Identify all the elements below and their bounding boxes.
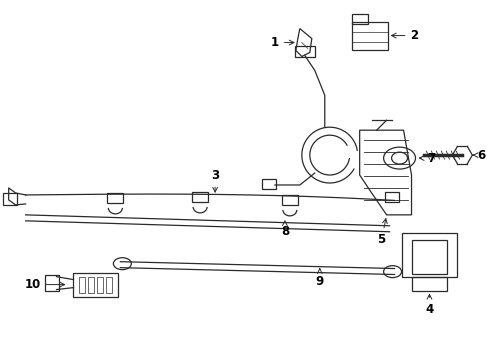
Text: 2: 2 (391, 29, 418, 42)
Text: 3: 3 (211, 168, 219, 192)
Bar (73, 273, 118, 297)
Bar (262, 179, 275, 189)
Bar (80, 276, 85, 293)
Bar (88, 276, 94, 293)
Text: 6: 6 (472, 149, 485, 162)
Bar (44, 275, 59, 291)
Bar (281, 195, 297, 205)
Bar (97, 276, 103, 293)
Bar (411, 276, 447, 291)
Bar (401, 233, 456, 276)
Bar (294, 45, 314, 58)
Bar (107, 193, 123, 203)
Text: 4: 4 (425, 294, 433, 316)
Bar (106, 276, 112, 293)
Text: 8: 8 (280, 221, 288, 238)
Text: 10: 10 (24, 278, 64, 291)
Bar (192, 192, 208, 202)
Text: 7: 7 (419, 152, 435, 165)
Text: 9: 9 (315, 269, 323, 288)
Bar (411, 240, 447, 274)
Bar (351, 22, 387, 50)
Bar (384, 192, 398, 202)
Bar (351, 14, 367, 24)
Text: 5: 5 (377, 219, 386, 246)
Text: 1: 1 (270, 36, 293, 49)
Bar (2, 193, 17, 205)
